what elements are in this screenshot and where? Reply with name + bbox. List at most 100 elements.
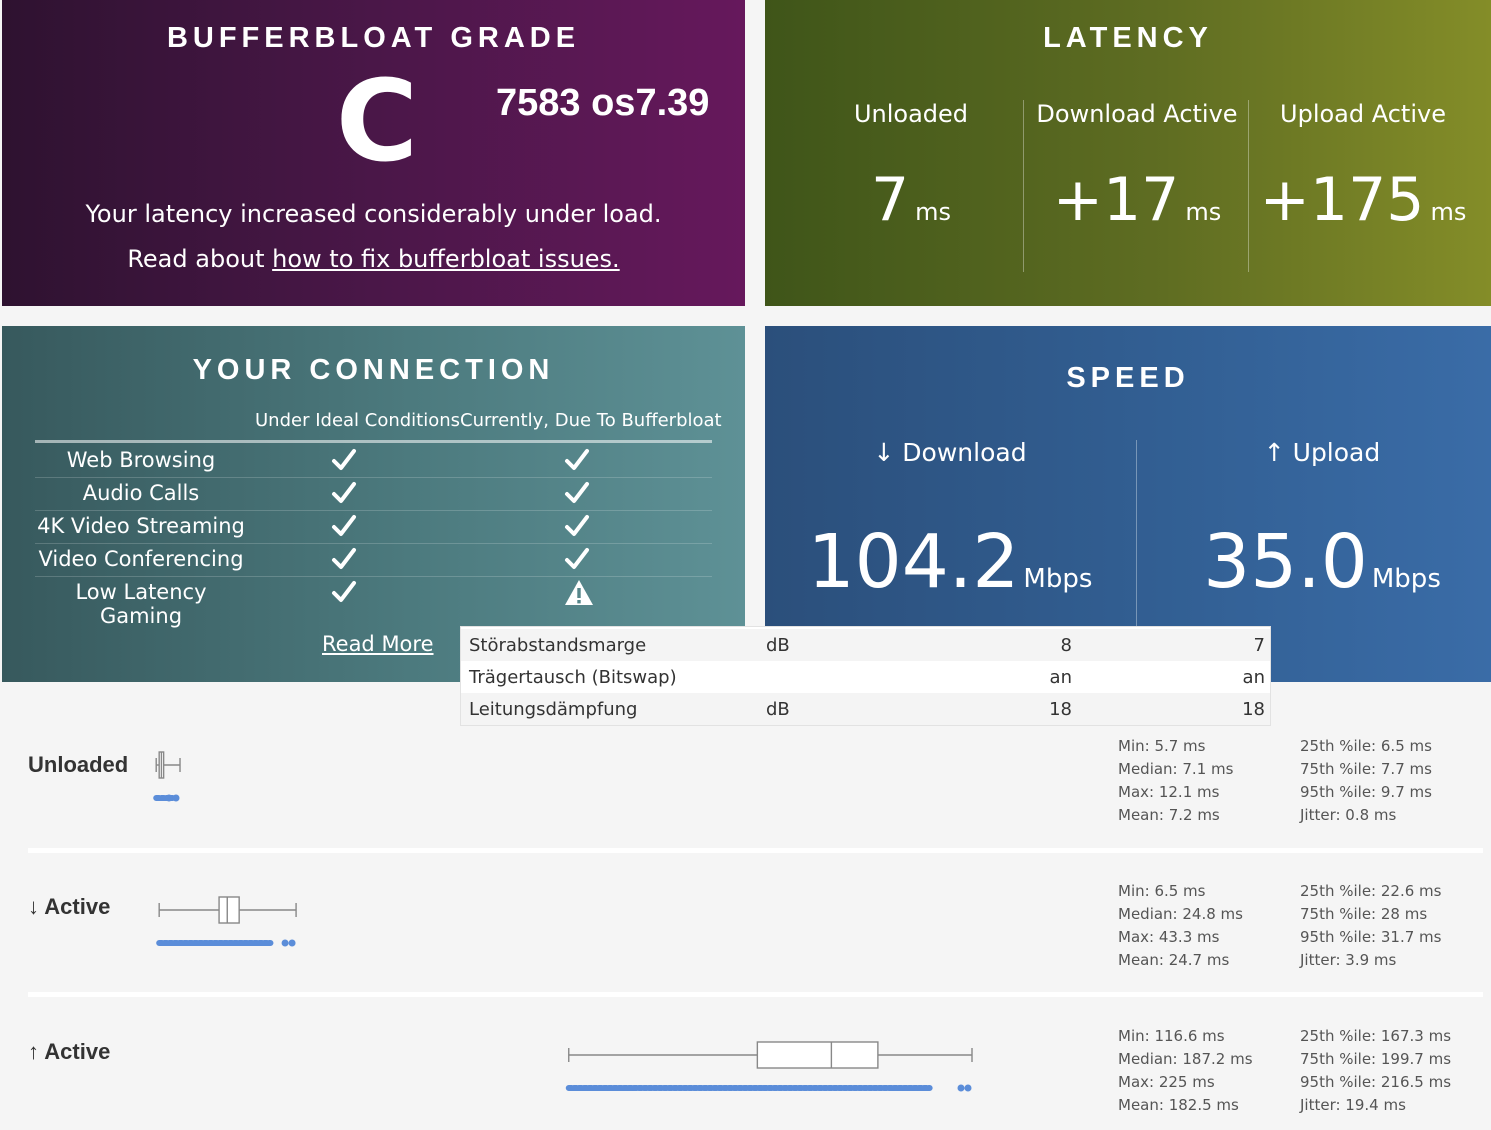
speed-download: ↓ Download 104.2 Mbps	[770, 438, 1130, 599]
stat-p75: 75th %ile: 7.7 ms	[1300, 760, 1432, 778]
grade-message: Your latency increased considerably unde…	[85, 200, 662, 228]
row-value-1: 18	[1049, 699, 1072, 720]
row-name: Trägertausch (Bitswap)	[469, 667, 677, 688]
stat-max: Max: 12.1 ms	[1118, 783, 1220, 801]
check-icon	[330, 446, 358, 478]
divider	[1136, 440, 1137, 626]
latency-title: LATENCY	[1043, 22, 1213, 54]
row-value-1: 8	[1060, 635, 1072, 656]
connection-panel: YOUR CONNECTION	[2, 326, 745, 682]
grade-panel: BUFFERBLOAT GRADE C 7583 os7.39 Your lat…	[2, 0, 745, 306]
dsl-stats-table: Störabstandsmarge dB 8 7 Trägertausch (B…	[460, 626, 1271, 726]
stat-median: Median: 24.8 ms	[1118, 905, 1243, 923]
check-icon	[563, 545, 591, 577]
upload-active-label: ↑ Active	[28, 1039, 111, 1064]
read-more-link[interactable]: Read More	[322, 632, 434, 656]
latency-unit: ms	[1430, 198, 1467, 226]
latency-unloaded: Unloaded 7 ms	[798, 100, 1024, 230]
upload-value: 35.0	[1203, 519, 1368, 605]
col-header-ideal: Under Ideal Conditions	[255, 410, 461, 431]
row-value-2: 18	[1242, 699, 1265, 720]
stat-median: Median: 187.2 ms	[1118, 1050, 1253, 1068]
latency-label: Unloaded	[853, 100, 969, 128]
sample-dot	[957, 1084, 965, 1092]
row-value-1: an	[1049, 667, 1072, 688]
stat-jitter: Jitter: 19.4 ms	[1300, 1096, 1406, 1114]
unloaded-label: Unloaded	[28, 752, 129, 777]
row-name: Störabstandsmarge	[469, 635, 647, 656]
table-row: Leitungsdämpfung dB 18 18	[461, 693, 1270, 725]
check-icon	[563, 479, 591, 511]
stat-p25: 25th %ile: 6.5 ms	[1300, 737, 1432, 755]
upload-label: ↑ Upload	[1263, 438, 1381, 467]
latency-label: Download Active	[1036, 100, 1238, 128]
stat-jitter: Jitter: 0.8 ms	[1300, 806, 1397, 824]
stat-p95: 95th %ile: 31.7 ms	[1300, 928, 1442, 946]
latency-unit: ms	[1185, 198, 1222, 226]
stat-max: Max: 43.3 ms	[1118, 928, 1220, 946]
divider	[1023, 100, 1024, 272]
latency-unit: ms	[915, 198, 952, 226]
stat-mean: Mean: 182.5 ms	[1118, 1096, 1239, 1114]
stat-min: Min: 5.7 ms	[1118, 737, 1206, 755]
connection-row: Web Browsing	[35, 444, 712, 478]
upload-active-boxplot	[565, 1041, 973, 1092]
sample-dot	[964, 1084, 972, 1092]
latency-value: 7	[870, 165, 910, 235]
download-value: 104.2	[807, 519, 1020, 605]
upload-active-stats-left: Min: 116.6 ms Median: 187.2 ms Max: 225 …	[1118, 1025, 1253, 1117]
activity-name: Video Conferencing	[38, 547, 244, 571]
connection-row: 4K Video Streaming	[35, 510, 712, 544]
speed-upload: ↑ Upload 35.0 Mbps	[1142, 438, 1491, 599]
stat-p25: 25th %ile: 22.6 ms	[1300, 882, 1442, 900]
header-divider	[35, 440, 712, 443]
stat-p75: 75th %ile: 28 ms	[1300, 905, 1428, 923]
divider	[1248, 100, 1249, 272]
connection-row: Low Latency Gaming	[35, 576, 712, 628]
row-value-2: 7	[1253, 635, 1265, 656]
check-icon	[330, 512, 358, 544]
stat-p75: 75th %ile: 199.7 ms	[1300, 1050, 1452, 1068]
unloaded-stats-left: Min: 5.7 ms Median: 7.1 ms Max: 12.1 ms …	[1118, 735, 1233, 827]
grade-letter: C	[335, 57, 419, 187]
download-active-stats-right: 25th %ile: 22.6 ms 75th %ile: 28 ms 95th…	[1300, 880, 1441, 972]
activity-name: Low Latency Gaming	[75, 580, 207, 628]
stat-mean: Mean: 24.7 ms	[1118, 951, 1230, 969]
latency-value: +17	[1052, 165, 1180, 235]
stat-min: Min: 6.5 ms	[1118, 882, 1206, 900]
warning-icon	[563, 578, 595, 612]
upload-unit: Mbps	[1371, 564, 1441, 594]
row-unit: dB	[766, 699, 790, 720]
table-row: Störabstandsmarge dB 8 7	[461, 629, 1270, 661]
grade-fix-line: Read about how to fix bufferbloat issues…	[2, 245, 745, 273]
upload-active-stats-right: 25th %ile: 167.3 ms 75th %ile: 199.7 ms …	[1300, 1025, 1451, 1117]
check-icon	[563, 512, 591, 544]
stat-p25: 25th %ile: 167.3 ms	[1300, 1027, 1452, 1045]
stat-median: Median: 7.1 ms	[1118, 760, 1234, 778]
iqr-box	[218, 896, 240, 924]
download-label: ↓ Download	[873, 438, 1027, 467]
sample-dot	[165, 794, 173, 802]
unloaded-boxplot	[153, 751, 181, 802]
check-icon	[330, 479, 358, 511]
sample-dot	[172, 794, 180, 802]
speed-title: SPEED	[1066, 362, 1190, 394]
table-row: Trägertausch (Bitswap) an an	[461, 661, 1270, 693]
activity-name: 4K Video Streaming	[37, 514, 245, 538]
row-value-2: an	[1242, 667, 1265, 688]
row-separator	[28, 848, 1483, 853]
speed-panel: SPEED	[765, 326, 1491, 682]
latency-panel: LATENCY Unloaded 7 ms Download Active +17…	[765, 0, 1491, 306]
fix-bufferbloat-link[interactable]: how to fix bufferbloat issues.	[272, 245, 620, 273]
stat-mean: Mean: 7.2 ms	[1118, 806, 1220, 824]
sample-dot	[281, 939, 289, 947]
latency-upload-active: Upload Active +175 ms	[1250, 100, 1476, 230]
grade-title: BUFFERBLOAT GRADE	[166, 22, 581, 54]
download-active-label: ↓ Active	[28, 894, 111, 919]
grade-fix-prefix: Read about	[127, 245, 273, 273]
activity-name: Audio Calls	[82, 481, 200, 505]
stat-jitter: Jitter: 3.9 ms	[1300, 951, 1397, 969]
check-icon	[330, 578, 358, 610]
latency-download-active: Download Active +17 ms	[1024, 100, 1250, 230]
latency-value: +175	[1259, 165, 1425, 235]
